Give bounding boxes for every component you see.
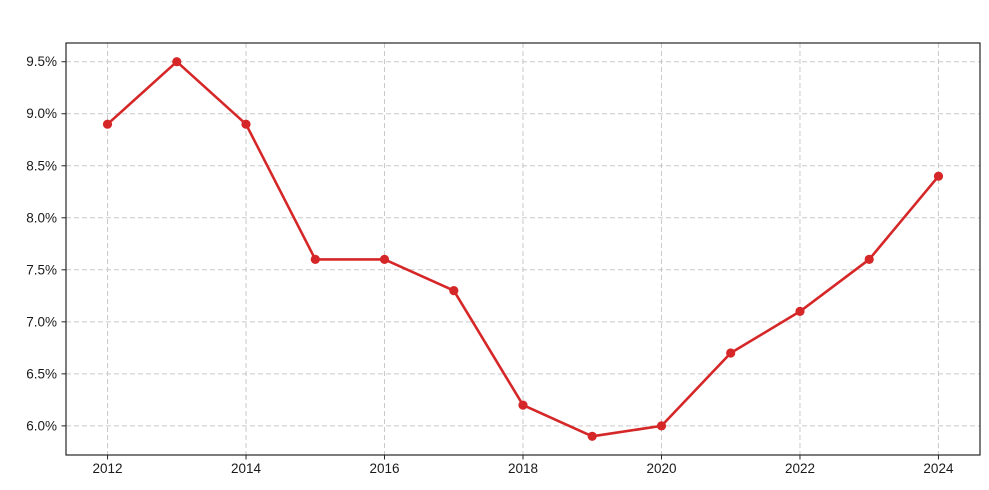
y-tick-label: 7.5% xyxy=(26,262,57,277)
data-point-2017 xyxy=(449,286,459,296)
data-point-2013 xyxy=(172,57,182,67)
y-tick-label: 8.5% xyxy=(26,158,57,173)
x-tick-label: 2020 xyxy=(646,461,676,476)
data-point-2019 xyxy=(587,431,597,441)
y-tick-label: 9.0% xyxy=(26,106,57,121)
x-tick-label: 2022 xyxy=(785,461,815,476)
y-tick-label: 6.5% xyxy=(26,366,57,381)
y-tick-label: 9.5% xyxy=(26,54,57,69)
y-tick-label: 8.0% xyxy=(26,210,57,225)
data-point-2021 xyxy=(726,348,736,358)
data-point-2023 xyxy=(864,254,874,264)
data-point-2020 xyxy=(656,421,667,431)
data-point-2015 xyxy=(310,254,320,264)
x-tick-label: 2018 xyxy=(508,461,538,476)
x-tick-label: 2012 xyxy=(93,461,123,476)
data-point-2018 xyxy=(518,400,528,410)
data-point-2022 xyxy=(795,306,805,316)
data-point-2016 xyxy=(379,254,390,264)
data-point-2024 xyxy=(933,171,944,181)
data-point-2014 xyxy=(241,119,251,129)
y-tick-label: 7.0% xyxy=(26,314,57,329)
plot-border xyxy=(65,42,981,456)
x-tick-label: 2024 xyxy=(923,461,954,476)
y-tick-label: 6.0% xyxy=(26,418,57,433)
x-tick-label: 2014 xyxy=(231,461,262,476)
x-tick-label: 2016 xyxy=(369,461,399,476)
data-point-2012 xyxy=(102,119,113,129)
